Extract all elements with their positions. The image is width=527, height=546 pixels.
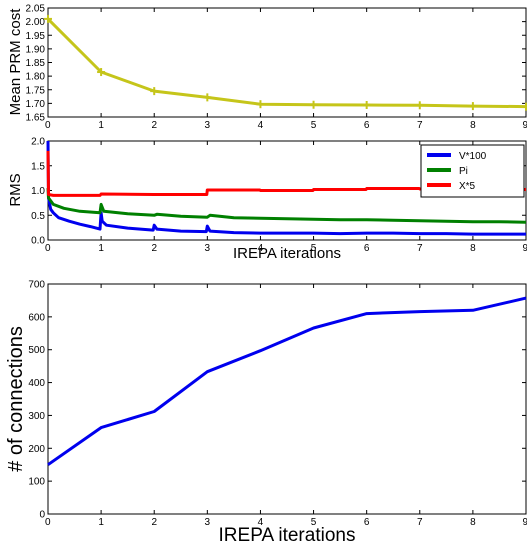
connections-xtick-label: 0 xyxy=(45,517,51,528)
rms-legend-label: X*5 xyxy=(459,181,476,192)
cost-ytick-label: 1.65 xyxy=(26,113,46,124)
connections-xtick-label: 6 xyxy=(364,517,370,528)
connections-ylabel: # of connections xyxy=(5,326,27,472)
cost-ytick-label: 1.70 xyxy=(26,99,46,110)
rms-xtick-label: 9 xyxy=(522,243,527,254)
connections-ytick-label: 0 xyxy=(39,510,45,521)
connections-xtick-label: 9 xyxy=(522,517,527,528)
connections-ytick-label: 100 xyxy=(28,477,45,488)
cost-xtick-label: 2 xyxy=(151,120,157,131)
rms-ytick-label: 0.0 xyxy=(31,236,45,247)
cost-ytick-label: 2.00 xyxy=(26,17,46,28)
rms-ytick-label: 2.0 xyxy=(31,137,45,148)
rms-ylabel: RMS xyxy=(7,173,24,206)
rms-series-line-v100 xyxy=(46,140,526,236)
rms-xtick-label: 5 xyxy=(311,243,317,254)
connections-xtick-label: 8 xyxy=(470,517,476,528)
cost-axes-frame xyxy=(47,7,527,118)
connections-ytick-label: 200 xyxy=(28,444,45,455)
cost-xtick-label: 0 xyxy=(45,120,51,131)
connections-xtick-label: 7 xyxy=(417,517,423,528)
cost-xtick-label: 7 xyxy=(417,120,423,131)
rms-ytick-label: 1.0 xyxy=(31,186,45,197)
rms-series-line-x5 xyxy=(46,150,526,197)
rms-xlabel: IREPA iterations xyxy=(233,245,341,262)
cost-xtick-label: 3 xyxy=(205,120,211,131)
rms-xtick-label: 2 xyxy=(151,243,157,254)
cost-ytick-label: 1.80 xyxy=(26,72,46,83)
connections-xtick-label: 5 xyxy=(311,517,317,528)
cost-ylabel: Mean PRM cost xyxy=(7,8,24,116)
cost-ytick-label: 1.75 xyxy=(26,85,46,96)
cost-xtick-label: 1 xyxy=(98,120,104,131)
cost-series-line xyxy=(46,17,527,109)
connections-xtick-label: 3 xyxy=(205,517,211,528)
connections-axes-frame xyxy=(47,283,527,515)
connections-ytick-label: 600 xyxy=(28,312,45,323)
connections-ytick-label: 500 xyxy=(28,345,45,356)
rms-xtick-label: 4 xyxy=(258,243,264,254)
rms-ytick-label: 1.5 xyxy=(31,161,45,172)
cost-ytick-label: 1.90 xyxy=(26,44,46,55)
cost-xtick-label: 5 xyxy=(311,120,317,131)
rms-legend-label: V*100 xyxy=(459,151,487,162)
connections-xtick-label: 2 xyxy=(151,517,157,528)
connections-xtick-label: 4 xyxy=(258,517,264,528)
cost-ytick-label: 1.95 xyxy=(26,31,46,42)
cost-xtick-label: 9 xyxy=(522,120,527,131)
cost-xtick-label: 6 xyxy=(364,120,370,131)
cost-ytick-label: 2.05 xyxy=(26,4,46,15)
cost-ytick-label: 1.85 xyxy=(26,58,46,69)
connections-ytick-label: 700 xyxy=(28,280,45,291)
rms-xtick-label: 1 xyxy=(98,243,104,254)
connections-ytick-label: 300 xyxy=(28,411,45,422)
rms-xtick-label: 7 xyxy=(417,243,423,254)
connections-xlabel: IREPA iterations xyxy=(219,525,356,546)
connections-xtick-label: 1 xyxy=(98,517,104,528)
cost-xtick-label: 4 xyxy=(258,120,264,131)
rms-xtick-label: 3 xyxy=(205,243,211,254)
rms-ytick-label: 0.5 xyxy=(31,211,45,222)
rms-xtick-label: 6 xyxy=(364,243,370,254)
connections-ytick-label: 400 xyxy=(28,378,45,389)
connections-series-line xyxy=(47,296,527,466)
rms-legend-label: Pi xyxy=(459,166,468,177)
cost-xtick-label: 8 xyxy=(470,120,476,131)
rms-series-line-pi xyxy=(46,187,527,224)
rms-xtick-label: 0 xyxy=(45,243,51,254)
rms-xtick-label: 8 xyxy=(470,243,476,254)
